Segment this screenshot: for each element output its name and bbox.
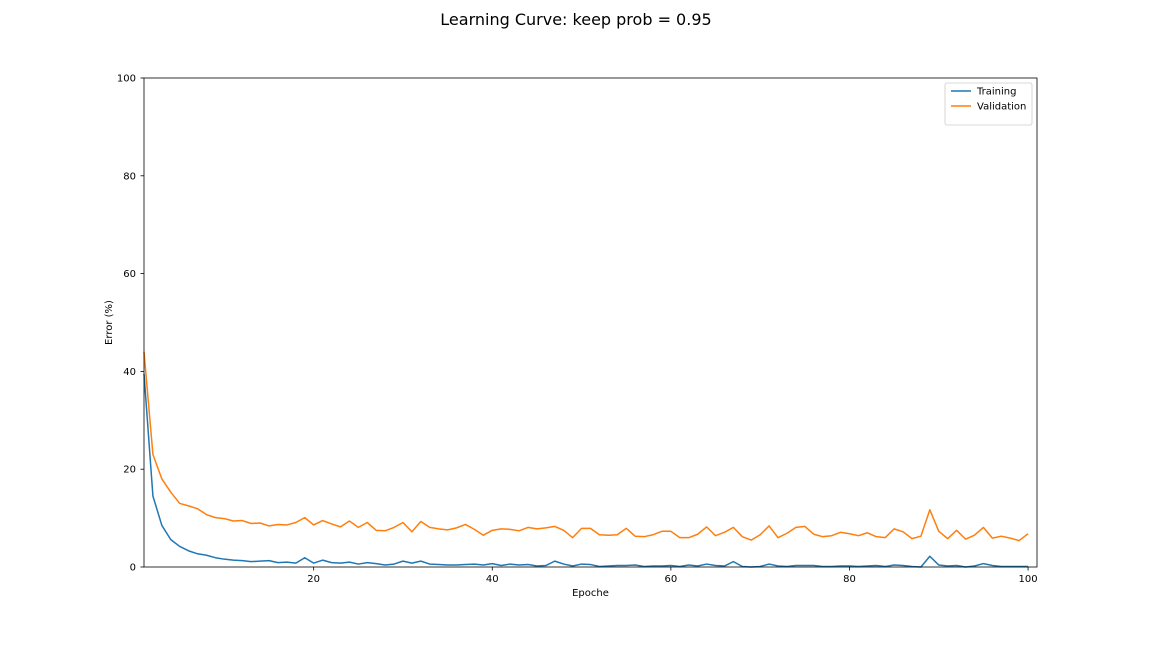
y-tick-label: 40 <box>123 367 136 378</box>
x-tick-label: 80 <box>843 574 856 585</box>
x-tick-label: 100 <box>1019 574 1038 585</box>
plot-area-frame <box>143 77 1038 568</box>
y-tick-label: 100 <box>117 74 136 85</box>
series-line-validation <box>143 351 1029 542</box>
y-axis-label: Error (%) <box>104 300 115 345</box>
legend: Training Validation <box>944 82 1033 126</box>
y-tick-label: 20 <box>123 465 136 476</box>
y-tick-label: 0 <box>130 563 136 574</box>
y-tick-label: 60 <box>123 269 136 280</box>
x-tick-label: 60 <box>665 574 678 585</box>
legend-label-training: Training <box>976 87 1016 98</box>
legend-box <box>944 82 1033 126</box>
y-axis: 0 20 40 60 80 100 <box>117 74 144 574</box>
plot-lines <box>143 351 1029 568</box>
x-axis: 20 40 60 80 100 <box>307 567 1038 585</box>
chart-title: Learning Curve: keep prob = 0.95 <box>440 10 711 29</box>
x-axis-label: Epoche <box>572 588 609 599</box>
y-tick-label: 80 <box>123 171 136 182</box>
series-line-training <box>143 373 1029 568</box>
x-tick-label: 40 <box>486 574 499 585</box>
legend-label-validation: Validation <box>977 102 1026 113</box>
x-tick-label: 20 <box>307 574 320 585</box>
